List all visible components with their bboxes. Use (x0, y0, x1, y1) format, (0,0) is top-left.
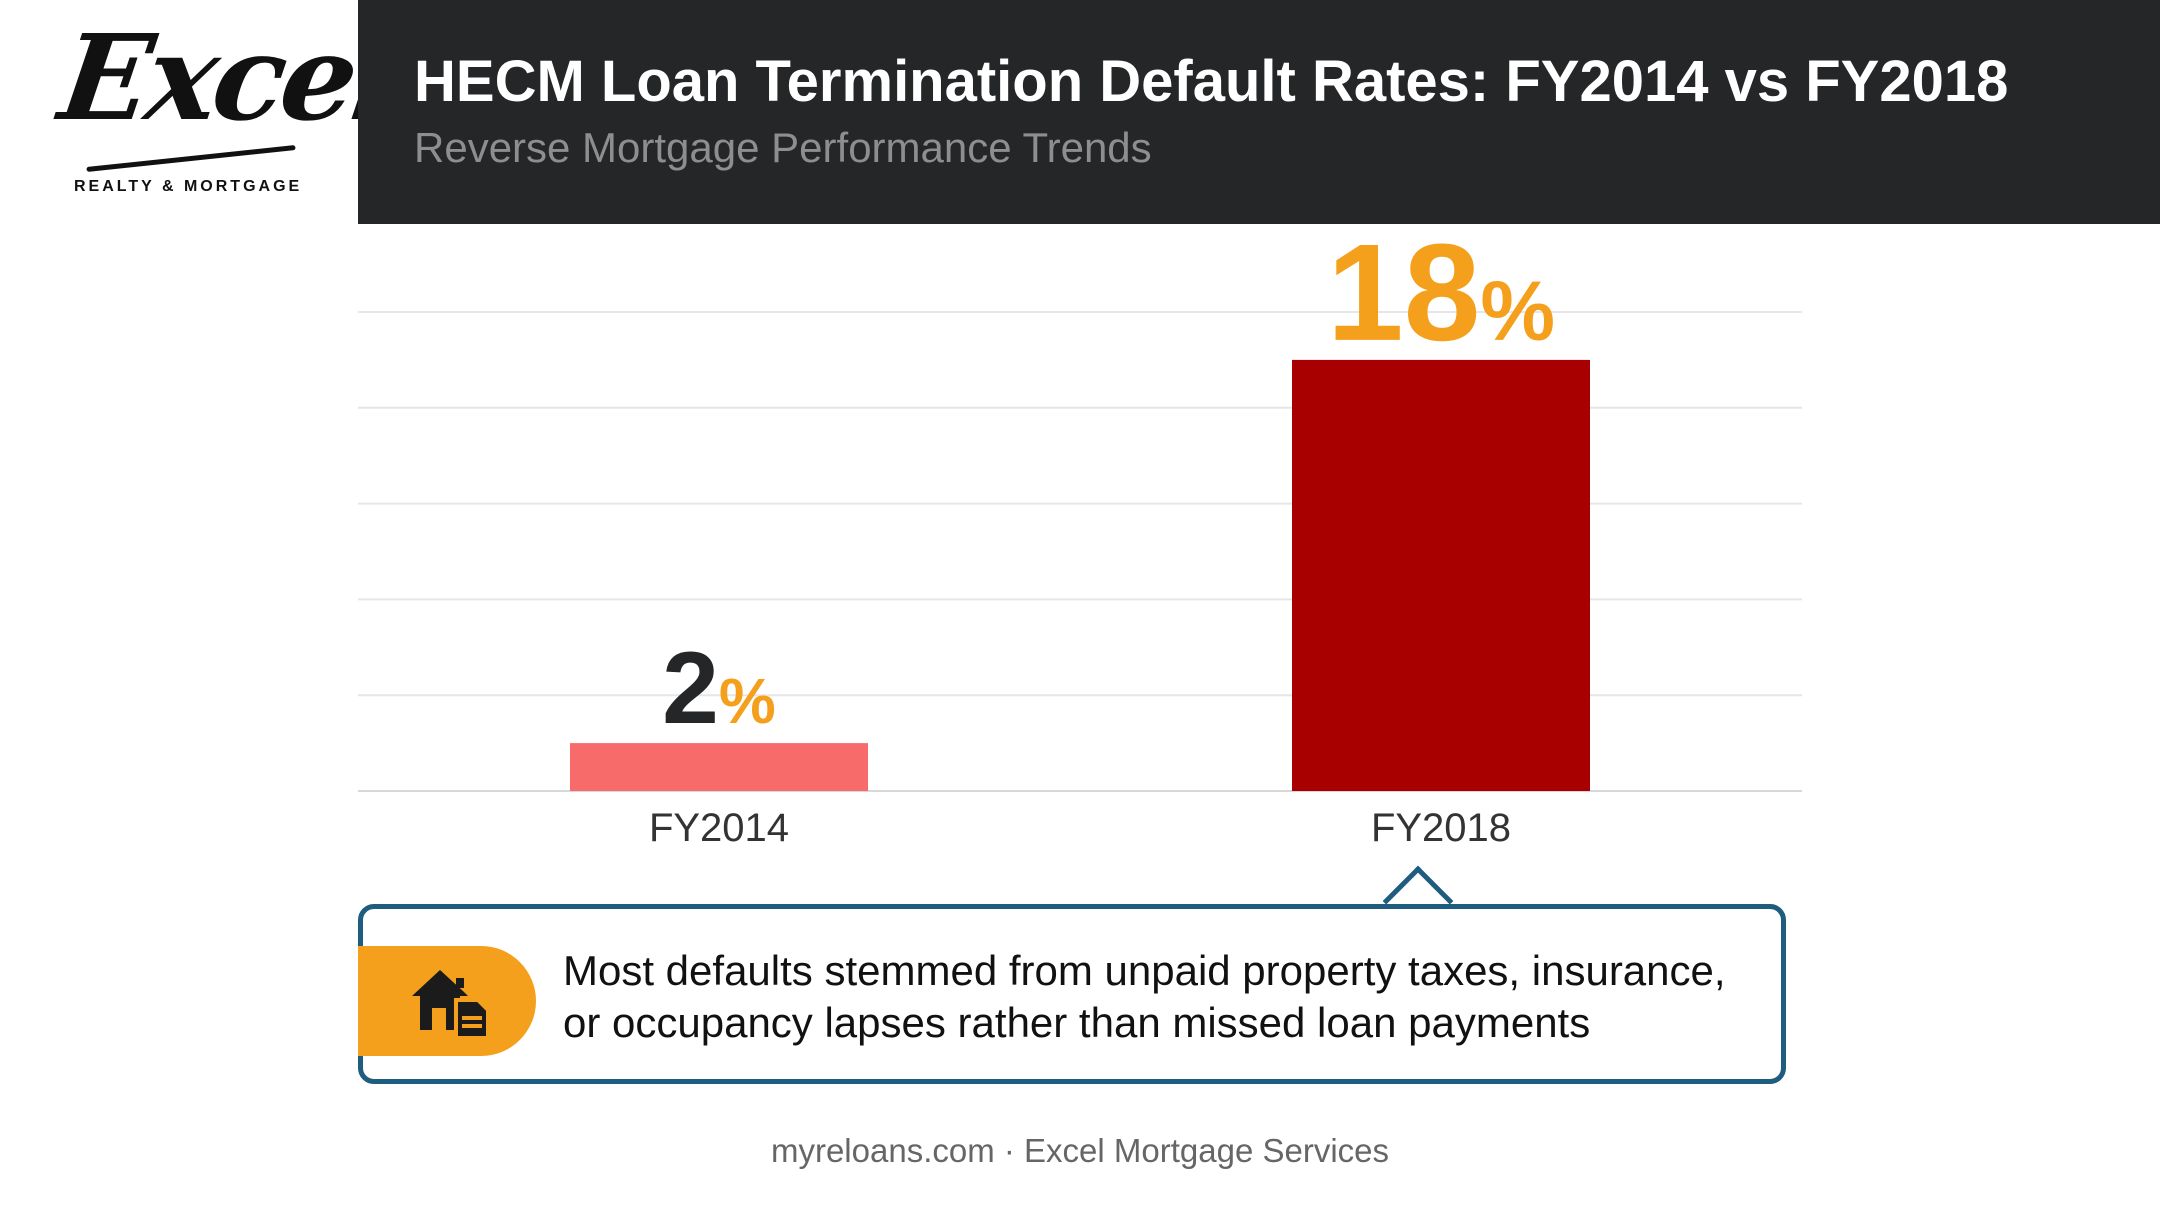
logo-tagline: REALTY & MORTGAGE (74, 178, 303, 195)
logo-script: Excel (52, 8, 404, 147)
callout-line-1: Most defaults stemmed from unpaid proper… (563, 947, 1726, 994)
chart-title: HECM Loan Termination Default Rates: FY2… (414, 49, 2009, 114)
bar-chart: FY2014 2% FY2018 18% (358, 224, 1802, 850)
x-tick-label: FY2014 (649, 806, 789, 850)
bar-fy2014 (570, 743, 868, 791)
house-document-icon (412, 970, 490, 1040)
callout-box: Most defaults stemmed from unpaid proper… (358, 904, 1786, 1084)
data-label: 2% (662, 631, 776, 745)
callout-text: Most defaults stemmed from unpaid proper… (563, 945, 1763, 1049)
x-tick-label: FY2018 (1371, 806, 1511, 850)
logo-underline (86, 145, 296, 172)
data-label: 18% (1327, 224, 1555, 370)
footer-credit: myreloans.com · Excel Mortgage Services (770, 1132, 1390, 1169)
callout-line-2: or occupancy lapses rather than missed l… (563, 999, 1591, 1046)
callout-icon-badge (358, 946, 536, 1056)
chart-subtitle: Reverse Mortgage Performance Trends (414, 124, 1152, 171)
header-banner: HECM Loan Termination Default Rates: FY2… (358, 0, 2160, 224)
logo: Excel REALTY & MORTGAGE (0, 0, 404, 224)
bar-fy2018 (1292, 359, 1590, 791)
